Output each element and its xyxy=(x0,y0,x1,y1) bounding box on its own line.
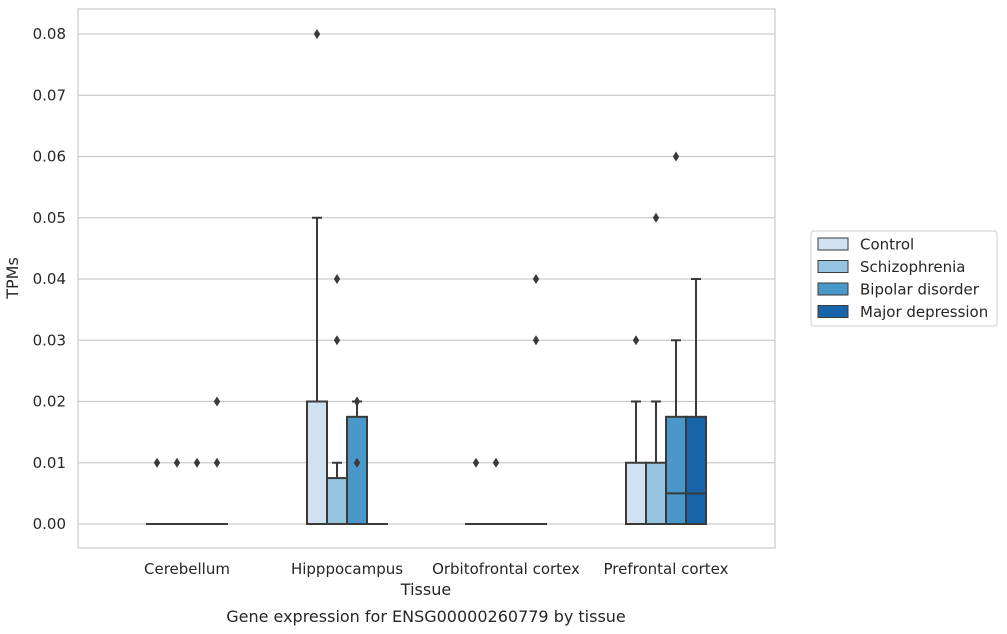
box-1-1 xyxy=(326,274,348,525)
box-0-0 xyxy=(146,457,168,526)
box-0-1 xyxy=(306,29,328,525)
x-tick-label: Cerebellum xyxy=(144,560,230,578)
box-0-2 xyxy=(465,457,487,526)
flier-point xyxy=(193,457,201,468)
y-tick-label: 0.05 xyxy=(33,209,66,227)
legend-swatch xyxy=(817,282,849,296)
plot-area-frame xyxy=(77,8,776,549)
box-rect xyxy=(346,415,368,525)
flier-point xyxy=(532,274,540,284)
legend-swatch xyxy=(817,237,849,251)
flier-point xyxy=(333,335,341,346)
flier-point xyxy=(313,29,321,39)
box-rect xyxy=(326,477,348,525)
box-3-3 xyxy=(685,278,707,525)
box-rect xyxy=(685,415,707,525)
flier-point xyxy=(492,457,500,468)
legend-label: Schizophrenia xyxy=(860,258,965,276)
y-tick-labels: 0.00 0.01 0.02 0.03 0.04 0.05 0.06 0.07 0.08 xyxy=(33,25,66,533)
flier-point xyxy=(333,274,341,284)
x-tick-label: Orbitofrontal cortex xyxy=(432,560,580,578)
y-tick-label: 0.01 xyxy=(33,454,66,472)
legend-label: Major depression xyxy=(860,303,988,321)
legend-swatch xyxy=(817,260,849,273)
x-axis-label: Tissue xyxy=(400,580,451,599)
chart-title: Gene expression for ENSG00000260779 by t… xyxy=(226,607,626,626)
flier-point xyxy=(532,335,540,346)
flier-point xyxy=(652,212,660,223)
flier-point xyxy=(472,457,480,468)
y-tick-label: 0.00 xyxy=(33,515,66,533)
x-tick-labels: Cerebellum Hipppocampus Orbitofrontal cort… xyxy=(144,560,729,578)
x-tick-label: Hipppocampus xyxy=(291,560,403,578)
box-2-1 xyxy=(346,396,368,525)
flier-point xyxy=(632,335,640,346)
box-marks xyxy=(146,29,707,526)
legend-swatch xyxy=(817,305,849,318)
box-3-0 xyxy=(206,396,228,526)
y-tick-label: 0.07 xyxy=(33,86,66,104)
box-rect xyxy=(625,461,647,525)
box-1-0 xyxy=(166,457,188,526)
y-tick-label: 0.02 xyxy=(33,393,66,411)
legend-label: Control xyxy=(860,236,914,254)
box-0-3 xyxy=(625,335,647,525)
flier-point xyxy=(173,457,181,468)
box-rect xyxy=(645,461,667,525)
legend-frame xyxy=(810,230,998,327)
legend: Control Schizophrenia Bipolar disorder Majo… xyxy=(810,230,998,327)
box-rect xyxy=(665,415,687,525)
box-1-2 xyxy=(485,457,507,526)
flier-point xyxy=(672,151,680,162)
flier-point xyxy=(213,457,221,468)
flier-point xyxy=(213,396,221,407)
y-tick-label: 0.06 xyxy=(33,148,66,166)
legend-label: Bipolar disorder xyxy=(860,281,980,299)
y-axis-label: TPMs xyxy=(3,257,22,300)
box-1-3 xyxy=(645,212,667,525)
box-2-3 xyxy=(665,151,687,525)
x-tick-label: Prefrontal cortex xyxy=(604,560,729,578)
flier-point xyxy=(153,457,161,468)
box-2-0 xyxy=(186,457,208,526)
y-tick-label: 0.03 xyxy=(33,331,66,349)
flier-point xyxy=(353,396,361,407)
y-tick-label: 0.04 xyxy=(33,270,66,288)
box-3-2 xyxy=(525,274,547,526)
box-rect xyxy=(306,400,328,525)
flier-point xyxy=(353,457,361,468)
y-tick-label: 0.08 xyxy=(33,25,66,43)
